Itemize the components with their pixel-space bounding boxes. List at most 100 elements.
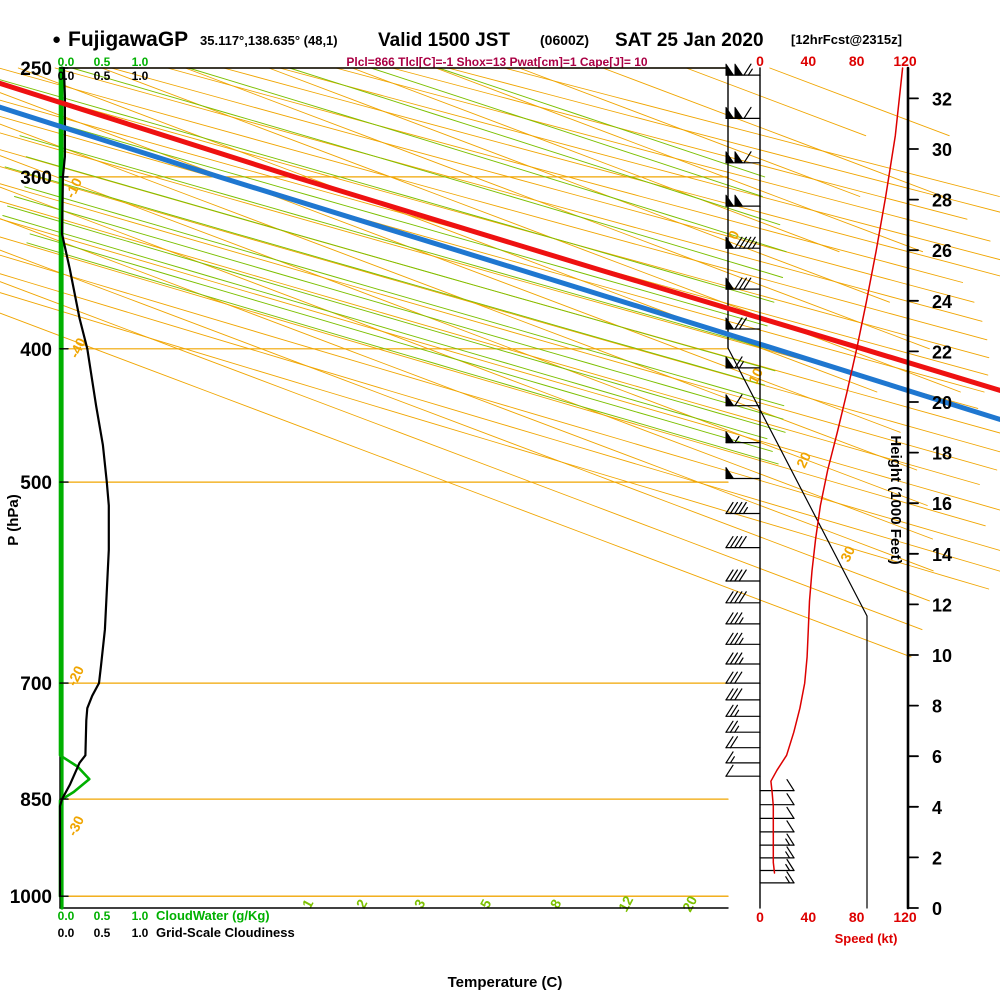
dry-adiabat-20 [0, 149, 1000, 434]
barb-pennant [734, 194, 743, 207]
dry-adiabat--20 [0, 218, 1000, 511]
height-tick-14: 14 [932, 545, 952, 565]
temperature-axis-label: Temperature (C) [448, 974, 563, 991]
isotherm-10 [435, 67, 924, 253]
isotherm--110 [0, 281, 923, 631]
height-tick-4: 4 [932, 798, 942, 818]
cloudiness-tick-bottom-1: 0.5 [94, 926, 111, 940]
height-tick-0: 0 [932, 899, 942, 919]
moist-adiabat--15 [7, 205, 786, 433]
dry-adiabat--50 [0, 273, 1000, 572]
barb-half [785, 863, 791, 872]
moist-adiabat-5 [25, 156, 776, 372]
height-tick-26: 26 [932, 241, 952, 261]
dry-adiabat-grid [0, 67, 1000, 590]
barb-full [725, 569, 734, 582]
barb-full [729, 632, 738, 645]
isotherm--80 [0, 186, 934, 540]
moist-adiabat-grid [0, 67, 787, 465]
cloudiness-tick-bottom-2: 1.0 [132, 926, 149, 940]
barb-full [786, 871, 795, 884]
barb-full [738, 501, 747, 515]
barb-half [734, 435, 740, 444]
barb-half [738, 361, 744, 369]
adiabat-label-left-0: -10 [62, 175, 85, 200]
moist-adiabat-20 [0, 79, 775, 303]
pressure-tick-500: 500 [20, 473, 52, 494]
barb-full [729, 688, 738, 701]
cloudiness-profile [58, 66, 110, 898]
dry-adiabat-150 [447, 67, 1000, 213]
cloudwater-tick-top-0: 0.0 [58, 55, 75, 69]
barb-full [734, 652, 743, 665]
barb-full [725, 652, 734, 665]
barb-full [729, 652, 738, 665]
barb-full [734, 688, 743, 701]
barb-full [786, 858, 795, 872]
barb-half [734, 725, 740, 733]
isotherm--70 [0, 155, 928, 506]
isotherm-0 [351, 67, 840, 253]
barb-full [734, 569, 743, 582]
barb-pennant [725, 194, 734, 207]
height-axis-label: Height (1000 Feet) [887, 435, 904, 564]
barb-full [725, 536, 734, 549]
barb-full [729, 501, 738, 515]
barb-half [785, 876, 791, 884]
barb-full [738, 536, 747, 549]
station-name: FujigawaGP [68, 28, 188, 51]
barb-full [786, 806, 795, 819]
barb-full [734, 317, 743, 330]
barb-full [738, 317, 747, 330]
barb-full [734, 536, 743, 549]
barb-full [786, 846, 795, 859]
dry-adiabat--60 [0, 292, 990, 590]
moist-adiabat--30 [26, 242, 779, 465]
adiabat-label-left-3: -30 [64, 813, 87, 838]
barb-pennant [725, 106, 734, 119]
speed-tick-bottom-120: 120 [893, 909, 917, 925]
barb-pennant [725, 317, 734, 330]
barb-full [725, 736, 734, 749]
moist-adiabat--20 [2, 215, 768, 440]
pressure-tick-1000: 1000 [10, 887, 52, 908]
barb-pennant [725, 356, 734, 369]
pressure-tick-250: 250 [20, 59, 52, 80]
barb-full [729, 569, 738, 582]
dry-adiabat-100 [166, 67, 964, 283]
wind-speed-profile [770, 67, 904, 874]
barb-full [729, 591, 738, 604]
barb-full [738, 569, 747, 582]
temperature-profile [0, 80, 1000, 393]
dry-adiabat-120 [279, 67, 1000, 261]
dry-adiabat-110 [223, 67, 1000, 277]
dry-adiabat-70 [0, 67, 988, 341]
cloudwater-axis-label: CloudWater (g/Kg) [156, 908, 270, 923]
barb-full [734, 394, 743, 407]
temperature-axis: Temperature (C) [448, 974, 563, 991]
barb-half [738, 617, 744, 625]
barb-full [734, 632, 743, 645]
pressure-tick-850: 850 [20, 790, 52, 811]
barb-full [743, 151, 752, 164]
height-tick-24: 24 [932, 292, 952, 312]
barb-pennant [734, 151, 743, 164]
dewpoint-profile [0, 104, 1000, 423]
speed-axis-label: Speed (kt) [835, 931, 898, 946]
isotherm-50 [769, 67, 950, 137]
barb-full [734, 277, 743, 290]
adiabat-label-right-1: 10 [745, 365, 766, 386]
barb-full [738, 236, 747, 249]
pressure-tick-300: 300 [20, 168, 52, 189]
height-tick-32: 32 [932, 89, 952, 109]
barb-full [738, 591, 747, 604]
adiabat-label-left-2: -20 [64, 663, 87, 688]
speed-tick-bottom-80: 80 [849, 909, 865, 925]
dry-adiabat-60 [0, 83, 990, 359]
height-tick-12: 12 [932, 595, 952, 615]
wind-barb-column [725, 63, 795, 909]
dry-adiabat-160 [503, 67, 1000, 197]
isotherm--50 [0, 92, 901, 433]
moist-adiabat-0 [4, 166, 765, 386]
